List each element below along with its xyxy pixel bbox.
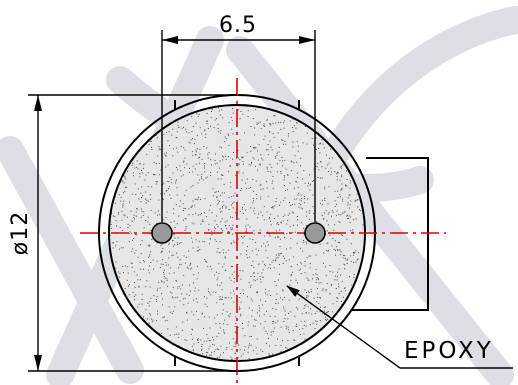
pin-left [151,222,173,244]
pin-right [304,222,326,244]
diameter-dimension [28,94,237,372]
width-dimension-value: 6.5 [219,13,257,38]
width-dimension [161,30,316,222]
centerlines [80,78,446,383]
epoxy-leader [286,285,513,369]
diameter-dimension-value: ø12 [8,211,33,255]
epoxy-label: EPOXY [404,338,494,364]
side-tab [352,157,429,311]
